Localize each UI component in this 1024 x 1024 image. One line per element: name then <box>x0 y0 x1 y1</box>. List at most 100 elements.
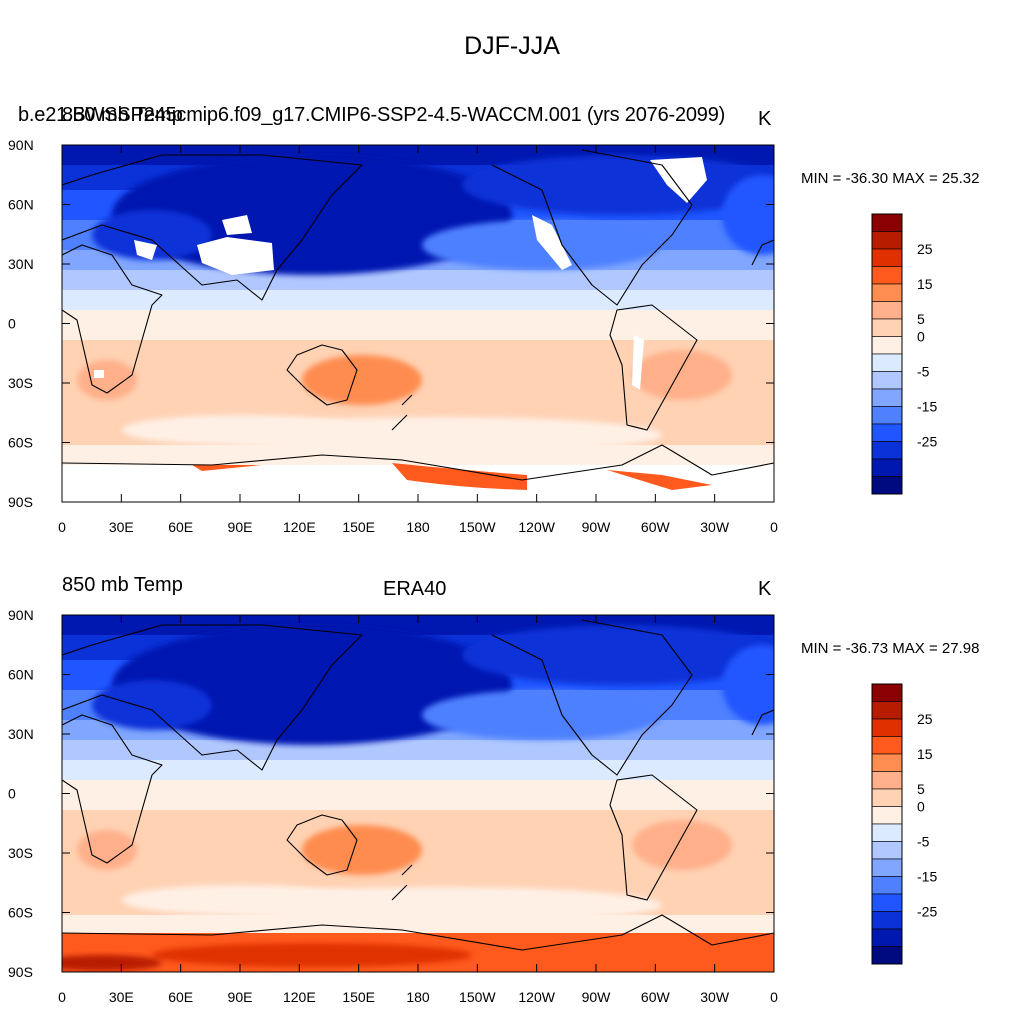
colorbar-swatch <box>871 248 903 267</box>
lon-tick-label: 120W <box>518 519 555 535</box>
lon-tick-label: 150W <box>459 519 496 535</box>
lon-tick-label: 60W <box>641 989 671 1005</box>
coastline <box>62 444 774 481</box>
colorbar-swatch <box>871 458 903 477</box>
lat-tick-label: 90N <box>8 137 34 153</box>
missing-mountains <box>222 215 252 235</box>
field-anomaly <box>112 625 512 745</box>
field-anomaly <box>77 830 137 870</box>
field-anomaly <box>302 825 422 875</box>
lat-tick-label: 30N <box>8 256 34 272</box>
lon-tick-label: 60E <box>168 989 193 1005</box>
lon-tick-label: 90E <box>228 989 253 1005</box>
colorbar-2: 25 15 5 0 -5 -15 -25 <box>871 683 937 965</box>
field-anomaly <box>122 885 362 915</box>
coastline <box>491 619 693 776</box>
lon-tick-label: 120E <box>283 519 316 535</box>
map-panel-2 <box>62 615 774 972</box>
lat-tick-label: 0 <box>8 786 16 802</box>
colorbar-swatch <box>871 441 903 460</box>
lat-tick-label: 60S <box>8 905 33 921</box>
missing-iran <box>134 240 157 260</box>
colorbar-label: -15 <box>917 869 937 885</box>
field-band <box>62 915 774 937</box>
field-band <box>62 760 774 780</box>
lon-tick-label: 60W <box>641 519 671 535</box>
field-antarctic-warmest <box>62 955 162 971</box>
colorbar-swatch <box>871 736 903 755</box>
field-anomaly <box>632 350 732 400</box>
colorbar-label: 0 <box>917 329 925 345</box>
colorbar-label: -25 <box>917 904 937 920</box>
lat-tick-label: 60S <box>8 435 33 451</box>
lat-tick-label: 30S <box>8 845 33 861</box>
coastline <box>62 624 363 771</box>
lat-tick-label: 90S <box>8 964 33 980</box>
coastline <box>609 774 698 901</box>
lon-tick-label: 30W <box>700 989 730 1005</box>
coastline <box>62 154 363 301</box>
colorbar-swatch <box>871 858 903 877</box>
field-anomaly <box>92 210 212 260</box>
colorbar-swatch <box>871 788 903 807</box>
coastline <box>286 344 358 406</box>
field-anomaly <box>722 645 774 725</box>
lon-tick-label: 120W <box>518 989 555 1005</box>
colorbar-swatch <box>871 213 903 232</box>
field-band <box>62 270 774 290</box>
lon-tick-label: 0 <box>770 989 778 1005</box>
colorbar-swatch <box>871 911 903 930</box>
colorbar-swatch <box>871 406 903 425</box>
panel1-left-label-overlap: 850 mb Temp <box>62 104 183 126</box>
colorbar-swatch <box>871 476 903 495</box>
field-antarctic-warmer <box>152 943 472 967</box>
colorbar-label: 15 <box>917 276 933 292</box>
field-anomaly <box>122 415 362 445</box>
lon-tick-label: 30W <box>700 519 730 535</box>
colorbar-label: 5 <box>917 311 925 327</box>
colorbar-label: -25 <box>917 434 937 450</box>
panel2-min-max: MIN = -36.73 MAX = 27.98 <box>801 640 980 657</box>
missing-south-africa <box>94 370 104 378</box>
coastline <box>62 714 163 864</box>
coastline <box>609 304 698 431</box>
lon-tick-label: 90E <box>228 519 253 535</box>
lat-tick-label: 60N <box>8 197 34 213</box>
lon-tick-label: 30E <box>109 989 134 1005</box>
lat-tick-label: 30N <box>8 726 34 742</box>
colorbar-swatch <box>871 701 903 720</box>
coastline <box>62 244 163 394</box>
lat-tick-label: 60N <box>8 667 34 683</box>
lon-tick-label: 150W <box>459 989 496 1005</box>
colorbar-swatch <box>871 388 903 407</box>
missing-rockies <box>532 215 572 270</box>
colorbar-label: -5 <box>917 364 930 380</box>
colorbar-swatch <box>871 806 903 825</box>
field-ross-sea <box>392 463 527 490</box>
field-weddell <box>607 470 712 490</box>
lat-tick-label: 30S <box>8 375 33 391</box>
lat-tick-label: 0 <box>8 316 16 332</box>
colorbar-label: 15 <box>917 746 933 762</box>
colorbar-frame <box>871 683 903 965</box>
field-edge <box>192 465 262 471</box>
coastline <box>391 394 413 431</box>
colorbar-swatch <box>871 683 903 702</box>
lon-tick-label: 150E <box>342 519 375 535</box>
field-band <box>62 310 774 340</box>
lon-tick-label: 90W <box>582 989 612 1005</box>
field-band <box>62 740 774 760</box>
colorbar-label: 5 <box>917 781 925 797</box>
panel2-dataset-label: ERA40 <box>383 578 447 600</box>
lon-tick-label: 90W <box>582 519 612 535</box>
coastline <box>286 814 358 876</box>
colorbar-swatch <box>871 718 903 737</box>
lat-tick-label: 90S <box>8 494 33 510</box>
field-anomaly <box>302 355 422 405</box>
colorbar-swatch <box>871 771 903 790</box>
missing-tibet <box>197 237 274 275</box>
colorbar-1: 25 15 5 0 -5 -15 -25 <box>871 213 937 495</box>
colorbar-swatch <box>871 823 903 842</box>
figure-title: DJF-JJA <box>464 32 560 60</box>
